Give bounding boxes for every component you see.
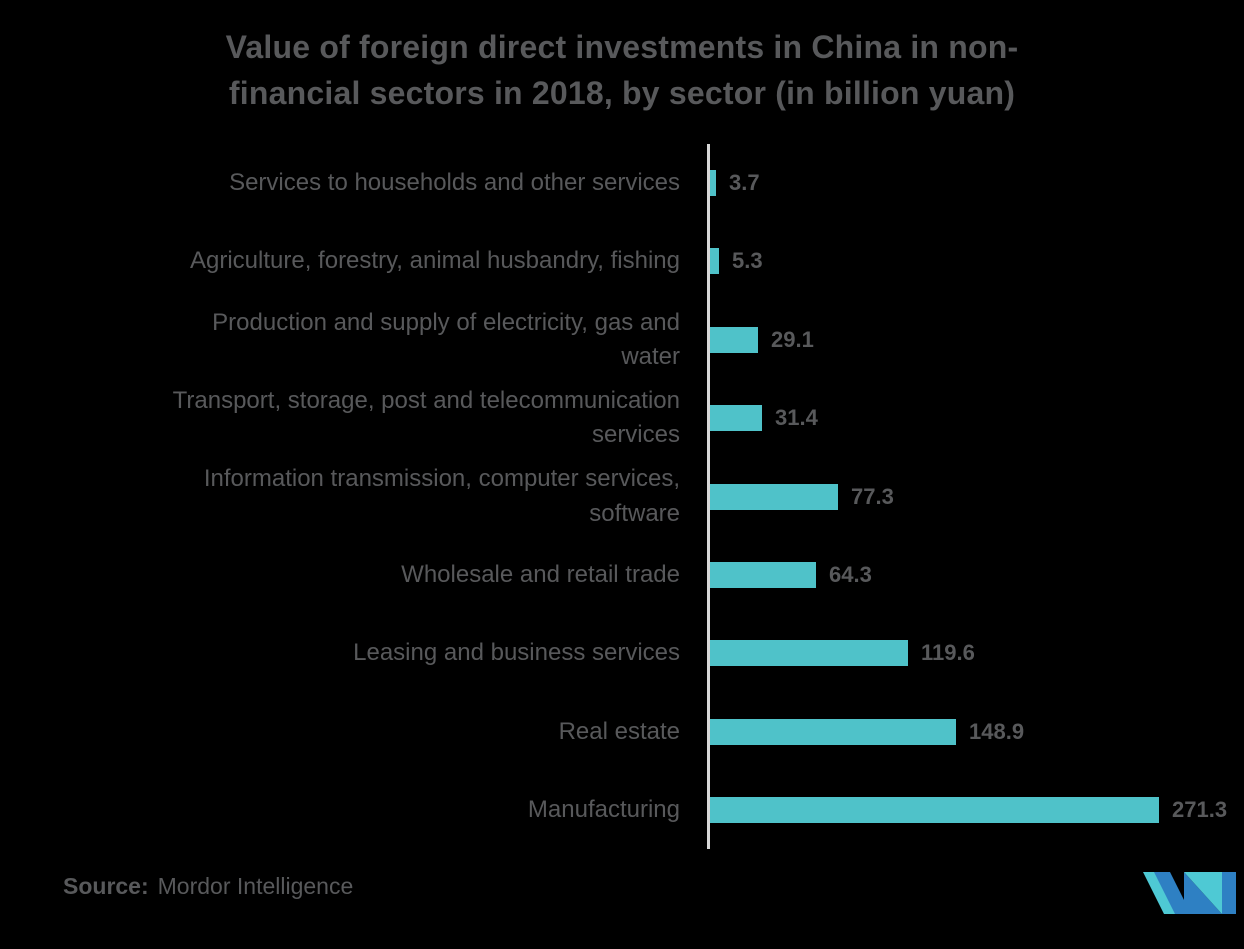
category-label: Services to households and other service… — [0, 166, 707, 200]
bar — [710, 405, 762, 432]
chart-title-line2: financial sectors in 2018, by sector (in… — [228, 75, 1016, 112]
value-label: 119.6 — [921, 640, 975, 666]
chart-row: Production and supply of electricity, ga… — [0, 300, 1244, 379]
category-label-line: Transport, storage, post and telecommuni… — [172, 387, 680, 415]
bar — [710, 797, 1159, 824]
chart-row: Wholesale and retail trade 64.3 — [0, 535, 1244, 615]
chart-row: Manufacturing 271.3 — [0, 770, 1244, 850]
value-label: 3.7 — [729, 169, 760, 195]
bar — [710, 718, 956, 745]
chart-row: Transport, storage, post and telecommuni… — [0, 378, 1244, 458]
bar — [710, 561, 816, 588]
chart-row: Agriculture, forestry, animal husbandry,… — [0, 222, 1244, 301]
bar-area: 64.3 — [707, 535, 1244, 615]
bar-chart: Services to households and other service… — [0, 143, 1244, 850]
category-label: Leasing and business services — [0, 636, 707, 670]
source-name: Mordor Intelligence — [157, 873, 354, 900]
chart-figure: Value of foreign direct investments in C… — [0, 24, 1244, 949]
chart-row: Information transmission, computer servi… — [0, 457, 1244, 536]
value-label: 64.3 — [829, 561, 872, 587]
logo-left-blue-stroke — [1154, 872, 1191, 915]
category-label: Agriculture, forestry, animal husbandry,… — [0, 244, 707, 278]
category-label-line: Wholesale and retail trade — [401, 560, 680, 588]
bar-area: 31.4 — [707, 378, 1244, 458]
category-label-line: Agriculture, forestry, animal husbandry,… — [190, 247, 680, 275]
value-label: 5.3 — [732, 248, 763, 274]
bar — [710, 248, 719, 275]
bar — [710, 640, 908, 667]
category-label-line: Information transmission, computer servi… — [203, 465, 680, 493]
category-label-line: software — [589, 499, 680, 527]
bar — [710, 483, 838, 510]
category-label-line: Leasing and business services — [353, 639, 680, 667]
chart-title-line1: Value of foreign direct investments in C… — [225, 29, 1019, 65]
value-label: 29.1 — [771, 326, 814, 352]
chart-row: Services to households and other service… — [0, 143, 1244, 223]
chart-row: Leasing and business services 119.6 — [0, 614, 1244, 693]
bar-area: 271.3 — [707, 770, 1244, 850]
bar-area: 5.3 — [707, 222, 1244, 301]
bar-area: 29.1 — [707, 300, 1244, 379]
mordor-intelligence-logo — [1143, 872, 1236, 915]
category-label: Production and supply of electricity, ga… — [0, 306, 707, 374]
category-label-line: water — [621, 342, 680, 370]
bar — [710, 326, 758, 353]
logo-right-teal-triangle — [1184, 872, 1222, 915]
category-label-line: services — [591, 421, 680, 449]
logo-right-blue-bar — [1222, 872, 1236, 915]
footer: Source: Mordor Intelligence — [0, 865, 1244, 915]
logo-left-teal-stroke — [1143, 872, 1176, 915]
chart-row: Real estate 148.9 — [0, 692, 1244, 771]
bar-area: 148.9 — [707, 692, 1244, 771]
value-label: 271.3 — [1172, 797, 1228, 823]
chart-title: Value of foreign direct investments in C… — [0, 24, 1244, 117]
category-label-line: Real estate — [558, 717, 680, 745]
source-label: Source: — [63, 873, 149, 900]
bar-area: 3.7 — [707, 143, 1244, 223]
category-label: Manufacturing — [0, 793, 707, 827]
category-label: Information transmission, computer servi… — [0, 462, 707, 530]
source-note: Source: Mordor Intelligence — [63, 865, 353, 900]
bar-area: 119.6 — [707, 614, 1244, 693]
value-label: 77.3 — [851, 483, 894, 509]
bar-area: 77.3 — [707, 457, 1244, 536]
bar — [710, 169, 716, 196]
category-label-line: Production and supply of electricity, ga… — [212, 308, 680, 336]
value-label: 148.9 — [969, 718, 1025, 744]
category-label: Transport, storage, post and telecommuni… — [0, 384, 707, 452]
category-label-line: Manufacturing — [527, 796, 680, 824]
category-label: Wholesale and retail trade — [0, 558, 707, 592]
category-label-line: Services to households and other service… — [229, 168, 680, 196]
value-label: 31.4 — [775, 405, 818, 431]
category-label: Real estate — [0, 715, 707, 749]
